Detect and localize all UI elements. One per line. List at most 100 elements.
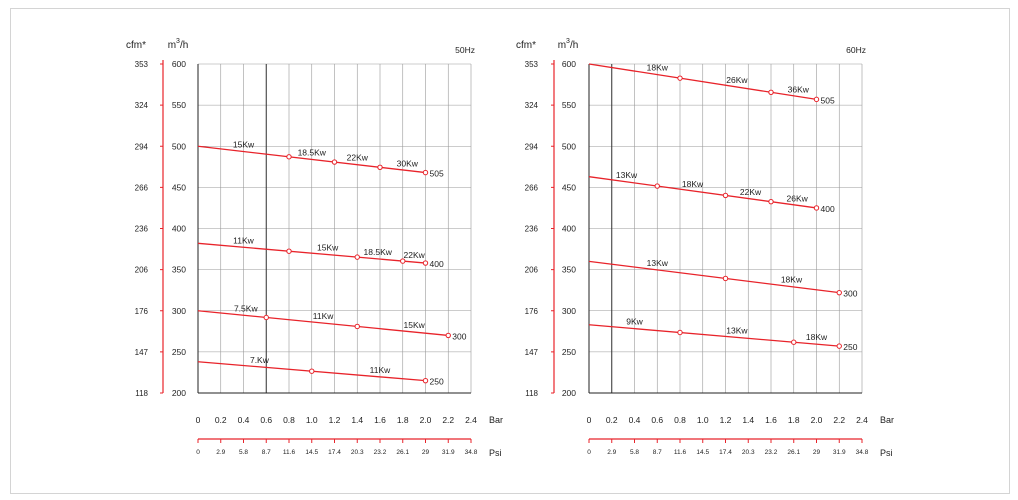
cfm-tick-label: 176: [525, 307, 539, 316]
chart-panel-2: 200 250 300 350 400 450 500 550 600 118 147 176 206 2…: [516, 38, 894, 458]
y-tick-label: 300: [562, 306, 576, 316]
x-tick-label: 1.8: [397, 415, 409, 425]
series-marker: [445, 332, 451, 339]
y-tick-label: 500: [562, 141, 576, 151]
psi-tick-label: 0: [196, 449, 200, 456]
cfm-tick-label: 236: [135, 225, 149, 234]
psi-tick-label: 20.3: [351, 449, 364, 456]
x-tick-label: 1.0: [697, 415, 709, 425]
cfm-tick-label: 266: [135, 183, 149, 192]
power-label: 26Kw: [726, 75, 748, 85]
psi-tick-label: 17.4: [719, 449, 732, 456]
x-tick-label: 0.6: [651, 415, 663, 425]
y-tick-label: 500: [172, 141, 186, 151]
y-tick-label: 450: [562, 182, 576, 192]
power-label: 13Kw: [616, 170, 638, 180]
cfm-tick-label: 118: [135, 389, 148, 398]
cfm-tick-label: 324: [135, 101, 149, 110]
cfm-tick-label: 147: [525, 348, 539, 357]
series-marker: [768, 198, 774, 205]
cfm-tick-label: 147: [135, 348, 149, 357]
cfm-tick-label: 118: [525, 389, 538, 398]
power-label: 18.5Kw: [364, 247, 393, 257]
series-line: [588, 176, 817, 209]
power-label: 22Kw: [403, 250, 425, 260]
series-marker: [400, 258, 406, 264]
cfm-tick-label: 206: [135, 266, 149, 275]
power-label: 7.5Kw: [234, 303, 258, 313]
power-label: 11Kw: [313, 311, 334, 321]
series-line: [588, 63, 817, 101]
psi-tick-label: 8.7: [262, 449, 271, 456]
power-label: 15Kw: [233, 140, 255, 150]
series-marker: [813, 96, 820, 103]
series-line: [588, 324, 840, 347]
x-tick-label: 1.8: [788, 415, 800, 425]
power-label: 36Kw: [788, 85, 810, 95]
power-label: 30Kw: [397, 158, 419, 168]
series-marker: [677, 75, 683, 81]
series-marker: [286, 248, 292, 254]
series-marker: [286, 154, 292, 160]
series-marker: [377, 164, 383, 171]
x-tick-label: 2.4: [856, 415, 868, 425]
power-label: 11Kw: [233, 235, 254, 245]
power-label: 18Kw: [781, 275, 803, 285]
series-marker: [836, 343, 842, 349]
frequency-label: 60Hz: [846, 45, 866, 55]
series-marker: [263, 314, 269, 321]
psi-tick-label: 11.6: [283, 449, 296, 456]
x-tick-label: 1.2: [329, 415, 341, 425]
y-tick-label: 450: [172, 182, 186, 192]
series-marker: [813, 205, 820, 211]
power-label: 11Kw: [370, 365, 391, 375]
psi-tick-label: 34.8: [465, 449, 478, 456]
chart-panel-1: 200 250 300 350 400 450 500 550 600 118 147 176 206 2…: [126, 38, 503, 458]
power-label: 13Kw: [726, 325, 748, 335]
x-tick-label: 1.4: [351, 415, 363, 425]
power-label: 13Kw: [647, 258, 669, 268]
psi-tick-label: 17.4: [328, 449, 341, 456]
series-marker: [422, 169, 429, 176]
end-value-label: 300: [843, 289, 857, 299]
x-unit-label: Bar: [489, 415, 503, 425]
series-marker: [422, 377, 429, 384]
power-label: 18.5Kw: [298, 147, 327, 157]
psi-tick-label: 26.1: [787, 449, 800, 456]
y-tick-label: 200: [562, 388, 576, 398]
series-line: [197, 310, 449, 337]
psi-tick-label: 29: [813, 449, 821, 456]
series-marker: [768, 89, 774, 95]
cfm-tick-label: 294: [525, 142, 539, 151]
psi-tick-label: 20.3: [742, 449, 755, 456]
x-tick-label: 0.4: [238, 415, 250, 425]
cfm-tick-label: 176: [135, 307, 149, 316]
y-tick-label: 200: [172, 388, 186, 398]
psi-tick-label: 0: [587, 449, 591, 456]
y-tick-label: 250: [172, 347, 186, 357]
series-marker: [422, 260, 429, 266]
power-label: 22Kw: [347, 153, 369, 163]
x-tick-label: 0.2: [215, 415, 227, 425]
cfm-tick-label: 353: [135, 60, 149, 69]
power-label: 7.Kw: [250, 355, 270, 365]
end-value-label: 400: [821, 204, 835, 214]
x-tick-label: 2.2: [442, 415, 454, 425]
series-marker: [654, 183, 660, 189]
x-tick-label: 2.4: [465, 415, 477, 425]
cfm-tick-label: 206: [525, 266, 539, 275]
end-value-label: 250: [843, 342, 857, 352]
y-tick-label: 350: [172, 265, 186, 275]
series-line: [197, 242, 426, 264]
psi-tick-label: 31.9: [442, 449, 455, 456]
y-tick-label: 350: [562, 265, 576, 275]
series-marker: [836, 289, 842, 296]
power-label: 18Kw: [647, 63, 669, 73]
y-unit-label: m3/h: [558, 38, 579, 51]
cfm-tick-label: 294: [135, 142, 149, 151]
y-tick-label: 250: [562, 347, 576, 357]
x-tick-label: 1.2: [720, 415, 732, 425]
series-line: [197, 145, 426, 174]
psi-unit-label: Psi: [489, 448, 502, 458]
